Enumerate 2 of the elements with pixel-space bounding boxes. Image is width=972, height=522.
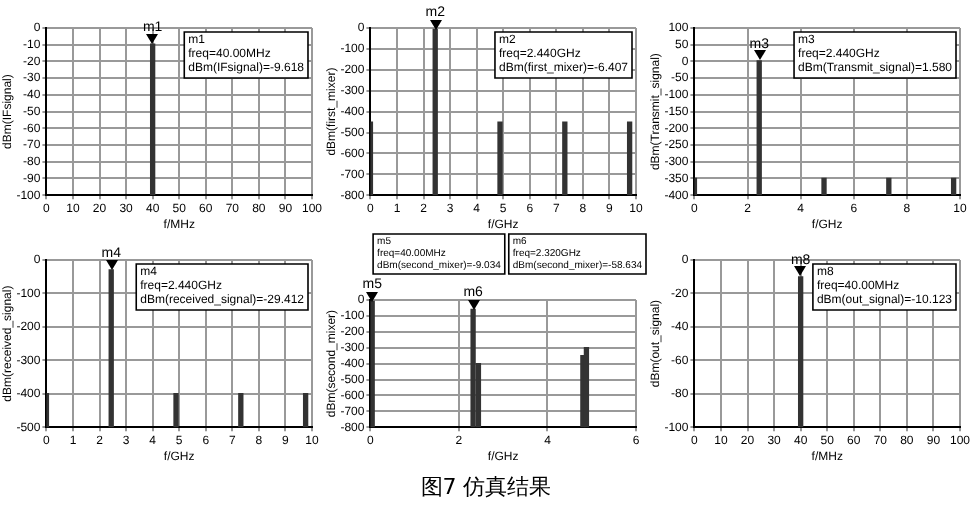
text: 图7 仿真结果 — [418, 472, 554, 502]
bar — [583, 347, 590, 428]
